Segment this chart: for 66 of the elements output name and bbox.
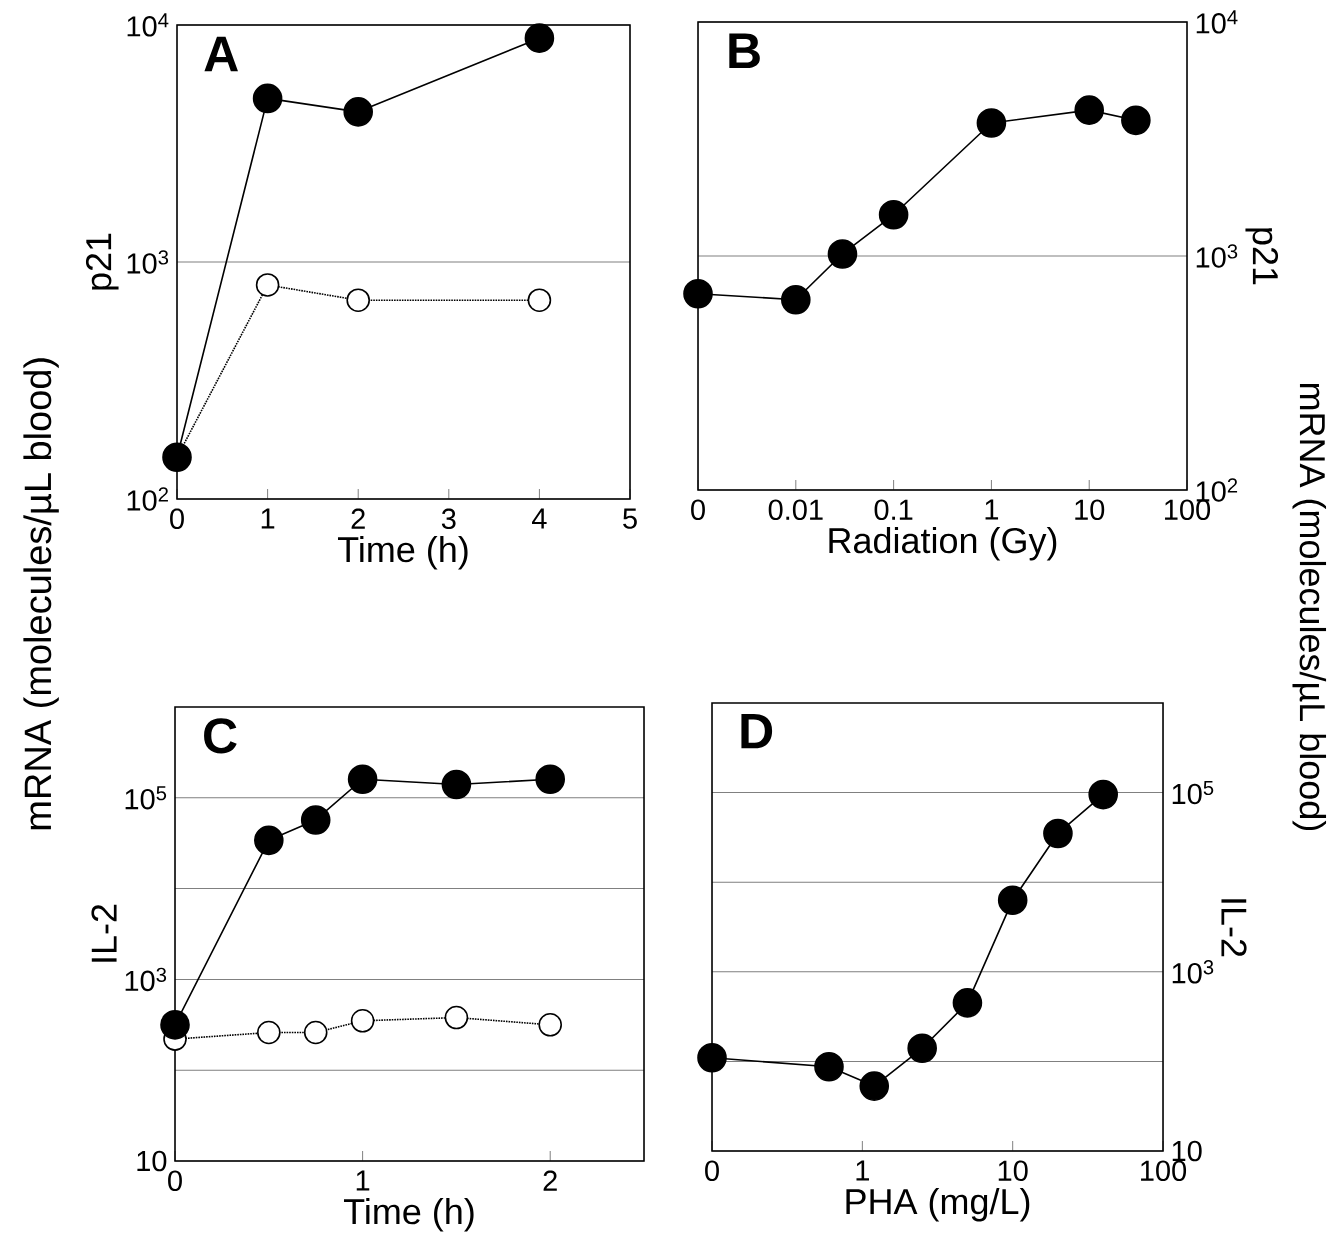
x-tick-label: 0 bbox=[691, 499, 705, 521]
x-tick-label: 0.01 bbox=[768, 499, 823, 521]
point bbox=[814, 1052, 844, 1082]
y-tick-label: 10$^{3}$ bbox=[1172, 960, 1214, 984]
y-axis-title: IL-2 bbox=[91, 904, 117, 962]
x-axis-title: PHA (mg/L) bbox=[846, 1187, 1030, 1222]
point bbox=[255, 273, 280, 297]
point bbox=[303, 1020, 328, 1045]
text: mRNA (molecules/µL blood) bbox=[1292, 383, 1327, 831]
x-tick-label: 0 bbox=[170, 508, 184, 530]
point bbox=[527, 288, 552, 312]
y-tick-label: 10$^{5}$ bbox=[125, 786, 167, 810]
y-tick-label: 10$^{5}$ bbox=[1172, 780, 1214, 805]
y-tick-label: 10$^{4}$ bbox=[1196, 10, 1238, 34]
point bbox=[441, 769, 472, 800]
y-tick-label: 10$^{3}$ bbox=[125, 967, 167, 992]
x-tick-label: 1 bbox=[985, 499, 999, 520]
x-tick-label: 3 bbox=[441, 508, 456, 530]
point bbox=[254, 825, 284, 856]
point bbox=[952, 988, 983, 1018]
y-axis-title: IL-2 bbox=[1221, 899, 1247, 957]
x-tick-label: 10 bbox=[1075, 499, 1105, 521]
point bbox=[350, 1009, 375, 1033]
point bbox=[252, 83, 283, 114]
point bbox=[300, 805, 331, 835]
y-tick-label: 10$^{3}$ bbox=[127, 250, 169, 274]
point bbox=[1043, 818, 1073, 849]
x-tick-label: 10 bbox=[998, 1160, 1028, 1182]
y-tick-label: 10 bbox=[1172, 1140, 1202, 1162]
point bbox=[524, 23, 555, 53]
x-tick-label: 0.1 bbox=[874, 499, 913, 521]
x-tick-label: 2 bbox=[543, 1170, 557, 1191]
y-tick-label: 10$^{2}$ bbox=[127, 487, 168, 511]
point bbox=[859, 1071, 890, 1101]
point bbox=[257, 1020, 281, 1045]
chart-title: C bbox=[204, 718, 237, 754]
x-tick-label: 1 bbox=[856, 1160, 869, 1181]
point bbox=[535, 764, 566, 795]
point bbox=[343, 97, 373, 127]
x-tick-label: 1 bbox=[356, 1170, 370, 1191]
point bbox=[347, 764, 378, 795]
point bbox=[346, 288, 370, 312]
x-tick-label: 5 bbox=[623, 508, 637, 529]
y-axis-title: p21 bbox=[1245, 228, 1279, 285]
y-tick-label: 10$^{3}$ bbox=[1196, 244, 1238, 268]
x-axis-title: Time (h) bbox=[343, 1197, 474, 1232]
point bbox=[997, 885, 1028, 915]
x-axis-title: Time (h) bbox=[337, 535, 468, 570]
x-tick-label: 0 bbox=[168, 1170, 182, 1192]
chart-title: D bbox=[741, 713, 773, 749]
x-axis-title: Radiation (Gy) bbox=[829, 526, 1057, 561]
x-tick-label: 4 bbox=[532, 508, 547, 529]
y-tick-label: 10$^{4}$ bbox=[127, 13, 169, 37]
x-tick-label: 100 bbox=[1141, 1160, 1187, 1182]
point bbox=[444, 1005, 469, 1030]
y-axis-title: p21 bbox=[85, 233, 119, 290]
x-tick-label: 2 bbox=[351, 508, 365, 529]
point bbox=[538, 1013, 563, 1037]
chart-title: B bbox=[729, 33, 760, 68]
point bbox=[1088, 779, 1118, 810]
point bbox=[907, 1033, 937, 1064]
x-tick-label: 1 bbox=[261, 508, 275, 529]
point bbox=[160, 1010, 190, 1040]
chart-title: A bbox=[204, 36, 238, 72]
x-tick-label: 0 bbox=[705, 1160, 719, 1182]
text: mRNA (molecules/µL blood) bbox=[23, 358, 59, 830]
